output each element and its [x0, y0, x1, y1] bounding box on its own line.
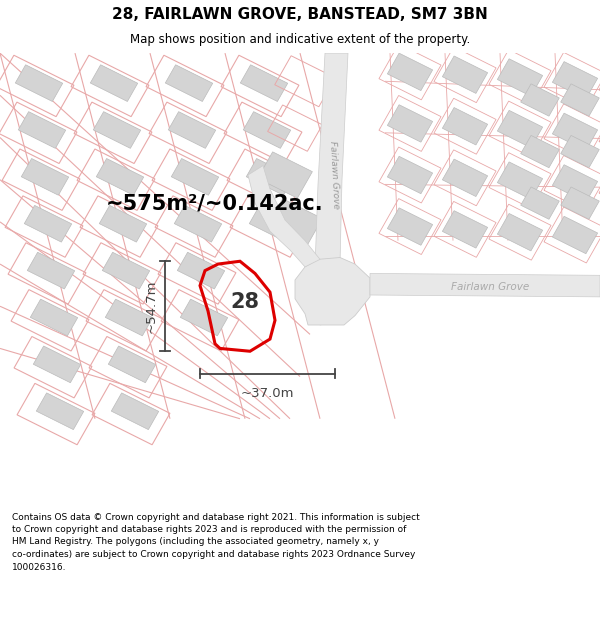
Polygon shape [497, 59, 542, 96]
Polygon shape [93, 112, 141, 148]
Polygon shape [248, 166, 320, 267]
Polygon shape [177, 253, 225, 289]
Polygon shape [442, 107, 488, 145]
Polygon shape [246, 159, 294, 195]
Polygon shape [33, 346, 81, 382]
Text: Fairlawn Grove: Fairlawn Grove [328, 141, 340, 209]
Polygon shape [257, 152, 313, 198]
Polygon shape [561, 136, 599, 168]
Polygon shape [553, 165, 598, 202]
Polygon shape [295, 258, 370, 325]
Polygon shape [168, 112, 216, 148]
Text: Contains OS data © Crown copyright and database right 2021. This information is : Contains OS data © Crown copyright and d… [12, 512, 420, 571]
Polygon shape [388, 208, 433, 245]
Text: Map shows position and indicative extent of the property.: Map shows position and indicative extent… [130, 33, 470, 46]
Polygon shape [18, 112, 66, 148]
Polygon shape [90, 65, 138, 101]
Polygon shape [268, 199, 322, 245]
Polygon shape [15, 65, 63, 101]
Polygon shape [99, 206, 147, 242]
Polygon shape [174, 206, 222, 242]
Polygon shape [553, 62, 598, 99]
Text: Fairlawn Grove: Fairlawn Grove [451, 282, 529, 292]
Polygon shape [105, 299, 153, 336]
Polygon shape [442, 56, 488, 93]
Polygon shape [30, 299, 78, 336]
Polygon shape [561, 187, 599, 219]
Polygon shape [36, 393, 84, 429]
Text: 28: 28 [230, 291, 260, 311]
Text: ~37.0m: ~37.0m [241, 387, 294, 400]
Polygon shape [171, 159, 219, 195]
Polygon shape [497, 214, 542, 251]
Text: ~54.7m: ~54.7m [145, 279, 158, 333]
Polygon shape [108, 346, 156, 382]
Polygon shape [521, 187, 559, 219]
Polygon shape [388, 53, 433, 91]
Polygon shape [521, 136, 559, 168]
Text: ~575m²/~0.142ac.: ~575m²/~0.142ac. [106, 193, 324, 213]
Polygon shape [553, 216, 598, 254]
Polygon shape [521, 84, 559, 116]
Polygon shape [24, 206, 72, 242]
Polygon shape [315, 53, 348, 325]
Polygon shape [388, 105, 433, 142]
Polygon shape [370, 274, 600, 297]
Polygon shape [96, 159, 144, 195]
Polygon shape [497, 111, 542, 148]
Polygon shape [180, 299, 228, 336]
Polygon shape [249, 206, 297, 242]
Polygon shape [388, 156, 433, 194]
Polygon shape [27, 253, 75, 289]
Polygon shape [497, 162, 542, 199]
Polygon shape [561, 84, 599, 116]
Text: 28, FAIRLAWN GROVE, BANSTEAD, SM7 3BN: 28, FAIRLAWN GROVE, BANSTEAD, SM7 3BN [112, 8, 488, 22]
Polygon shape [165, 65, 213, 101]
Polygon shape [111, 393, 159, 429]
Polygon shape [102, 253, 150, 289]
Polygon shape [442, 159, 488, 196]
Polygon shape [240, 65, 288, 101]
Polygon shape [243, 112, 291, 148]
Polygon shape [21, 159, 69, 195]
Polygon shape [442, 211, 488, 248]
Polygon shape [553, 113, 598, 151]
